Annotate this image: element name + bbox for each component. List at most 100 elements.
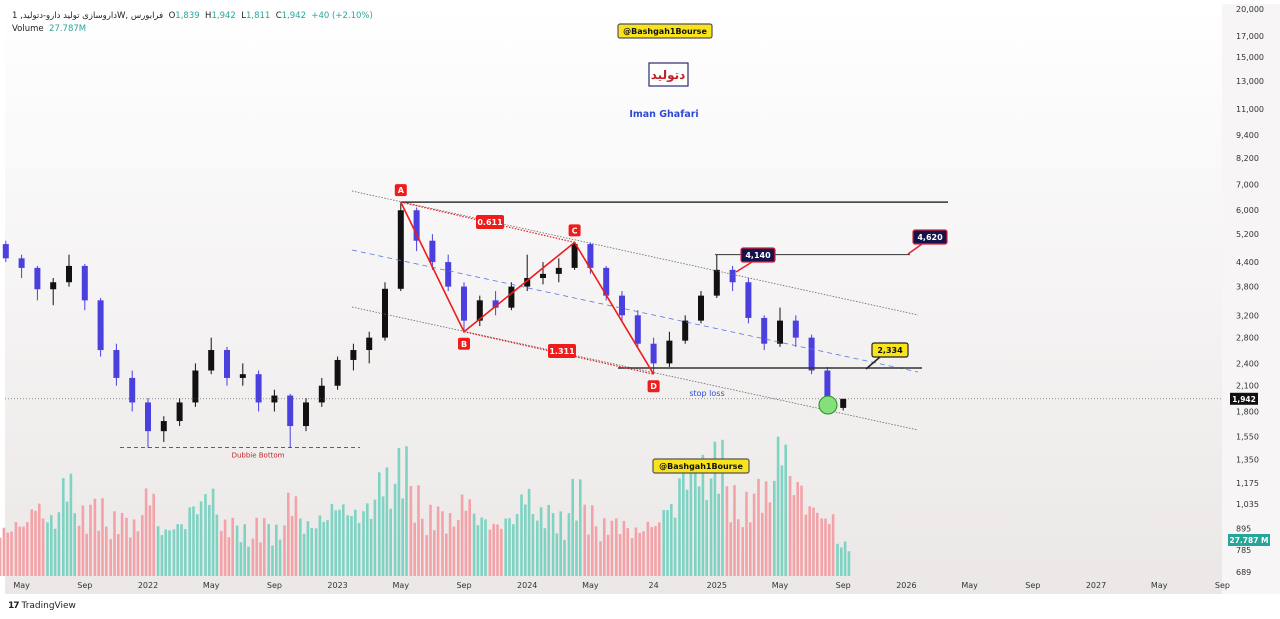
candle-body <box>303 402 309 427</box>
time-tick-label: 2024 <box>517 581 537 590</box>
candle-body <box>508 286 515 308</box>
volume-bar <box>93 498 97 576</box>
price-tick-label: 785 <box>1236 546 1251 555</box>
volume-bar <box>666 510 669 576</box>
volume-bar <box>180 524 183 576</box>
volume-bar <box>764 481 768 576</box>
volume-bar <box>780 465 784 576</box>
fib-ac-label: 0.611 <box>477 218 503 227</box>
candle-body <box>524 278 531 287</box>
current-price-badge <box>1230 392 1258 405</box>
support-label: 2,334 <box>877 346 903 355</box>
candle-body <box>650 343 657 364</box>
candle-body <box>634 315 641 344</box>
brand-name[interactable]: TradingView <box>21 601 76 611</box>
volume-bar <box>757 478 760 576</box>
volume-bar <box>385 467 389 576</box>
target-1-label: 4,140 <box>745 251 771 260</box>
candle-body <box>176 402 183 422</box>
target-1-badge <box>740 247 776 263</box>
current-volume-badge <box>1228 534 1270 546</box>
candle-body <box>413 210 420 241</box>
volume-bar <box>745 491 748 576</box>
candle-body <box>50 282 57 290</box>
volume-bar <box>840 547 843 576</box>
volume-bar <box>741 527 744 576</box>
candle-body <box>808 337 815 371</box>
volume-bar <box>729 522 732 576</box>
volume-bar <box>168 530 171 576</box>
volume-bar <box>34 510 37 576</box>
volume-bar <box>673 517 677 576</box>
volume-bar <box>733 485 736 576</box>
volume-bar <box>737 519 740 576</box>
candle-body <box>603 267 610 296</box>
volume-bar <box>752 493 756 576</box>
fib-bd-badge <box>548 344 576 358</box>
volume-bar <box>448 513 452 576</box>
target-2-badge <box>912 229 948 245</box>
volume-bar <box>543 528 547 576</box>
volume-bar <box>148 505 152 576</box>
volume-bar <box>85 533 88 576</box>
volume-value: 27.787M <box>49 24 87 34</box>
channel-upper-line <box>351 190 919 316</box>
volume-bar <box>105 526 108 576</box>
volume-bar <box>220 530 223 576</box>
volume-bar <box>484 519 487 576</box>
callout-pointer <box>865 356 881 370</box>
price-tick-label: 15,000 <box>1236 53 1264 62</box>
price-tick-label: 7,000 <box>1236 180 1259 189</box>
volume-bar <box>539 507 543 576</box>
watermark-top-label: @Bashgah1Bourse <box>623 27 707 36</box>
volume-bar <box>697 486 701 576</box>
volume-bar <box>38 503 41 576</box>
callout-pointer <box>907 243 923 255</box>
candle-body <box>129 377 136 403</box>
volume-bar <box>378 472 381 576</box>
volume-bar <box>433 530 436 576</box>
candle-body <box>287 395 294 427</box>
volume-bar <box>492 523 495 576</box>
candle-body <box>476 300 483 321</box>
time-tick-label: May <box>13 581 30 590</box>
volume-bar <box>670 504 673 576</box>
volume-bar <box>457 519 460 576</box>
time-tick-label: 24 <box>649 581 659 590</box>
price-chart[interactable]: 20,000 17,000 15,000 13,000 11,000 9,400 8,200… <box>0 0 1280 600</box>
volume-bar <box>342 504 345 576</box>
volume-bar <box>6 532 9 576</box>
price-tick-label: 2,800 <box>1236 334 1259 343</box>
volume-bar <box>144 488 148 576</box>
pattern-point-label: C <box>572 226 578 235</box>
volume-bar <box>208 504 211 576</box>
volume-bar <box>591 505 594 576</box>
symbol-name[interactable]: داروسازی تولید دارو-دتولید, 1W, فرابورس <box>12 11 164 21</box>
candle-body <box>461 286 467 321</box>
volume-bar <box>721 439 724 576</box>
time-tick-label: Sep <box>77 581 92 590</box>
price-tick-label: 895 <box>1236 524 1251 533</box>
candle-body <box>619 295 625 316</box>
volume-bar <box>468 499 471 576</box>
volume-bar <box>831 514 835 576</box>
symbol-box <box>648 62 689 87</box>
pattern-point-badge <box>394 184 407 197</box>
candle-body <box>334 359 341 386</box>
volume-bar <box>369 518 373 576</box>
time-tick-label: Sep <box>456 581 471 590</box>
candle-body <box>682 320 689 341</box>
candle-body <box>698 295 704 321</box>
volume-bar <box>804 514 808 576</box>
volume-bar <box>401 498 404 576</box>
volume-bar <box>524 504 527 576</box>
volume-bar <box>132 519 136 576</box>
candle-body <box>255 374 262 403</box>
volume-bar <box>658 522 661 576</box>
volume-bar <box>445 533 448 576</box>
price-tick-label: 1,175 <box>1236 479 1259 488</box>
volume-bar <box>828 523 831 576</box>
volume-bar <box>792 495 796 576</box>
volume-bar <box>41 518 45 576</box>
volume-bar <box>441 511 444 576</box>
